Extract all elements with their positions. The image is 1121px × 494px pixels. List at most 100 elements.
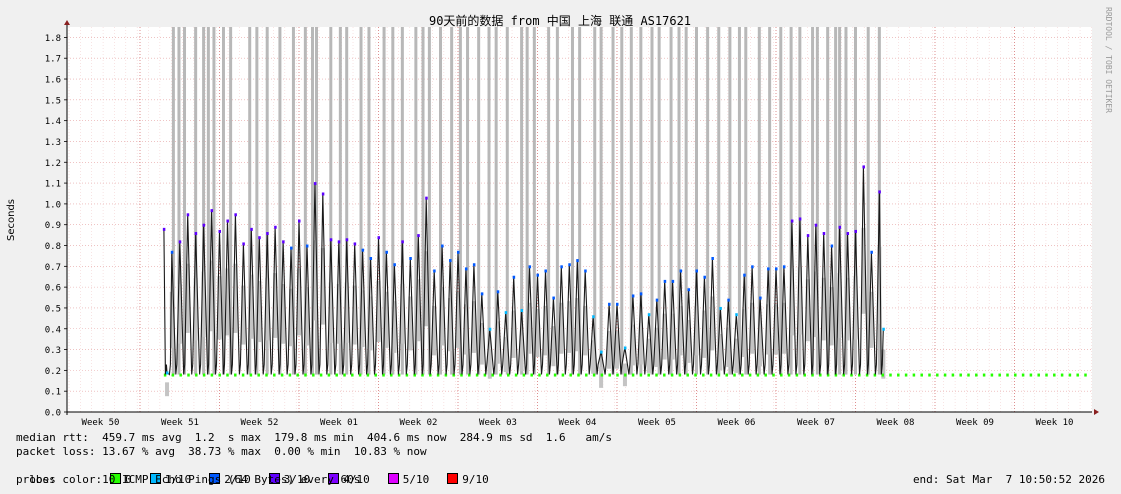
loss-color-marker <box>327 373 331 377</box>
median-rtt-point <box>457 250 460 254</box>
smoke-segment <box>646 338 651 373</box>
y-axis-arrow <box>64 20 70 25</box>
loss-color-marker <box>436 373 440 377</box>
loss-color-marker <box>522 373 526 377</box>
smoke-segment <box>479 323 484 365</box>
median-rtt-point <box>552 296 555 300</box>
loss-color-swatch <box>328 473 340 484</box>
smoke-segment <box>392 301 397 353</box>
loss-color-marker <box>982 373 986 377</box>
median-rtt-point <box>830 244 834 248</box>
loss-spike <box>520 27 524 375</box>
median-rtt-point <box>353 242 357 246</box>
median-rtt-point <box>258 236 261 240</box>
smoke-segment <box>249 274 254 339</box>
smoke-segment <box>352 285 357 345</box>
y-tick-label: 0.0 <box>45 409 61 419</box>
smoke-segment <box>463 304 468 355</box>
median-rtt-point <box>838 225 842 229</box>
y-tick-label: 1.2 <box>45 159 61 169</box>
loss-color-marker <box>842 373 845 377</box>
median-rtt-point <box>329 238 333 242</box>
smoke-segment <box>273 273 278 338</box>
loss-color-value: 1/10 <box>164 473 192 486</box>
median-rtt-point <box>870 250 873 254</box>
loss-color-marker <box>670 373 674 377</box>
loss-spike <box>171 27 175 375</box>
smoke-segment <box>710 296 715 351</box>
loss-spike <box>555 27 559 375</box>
smoke-segment <box>225 268 230 336</box>
median-rtt-point <box>663 279 667 283</box>
loss-color-marker <box>1060 373 1064 377</box>
loss-color-marker <box>811 373 814 377</box>
smoke-segment <box>511 310 516 358</box>
loss-spike <box>311 27 315 375</box>
smoke-segment <box>487 349 492 379</box>
x-tick-label: Week 03 <box>479 418 517 428</box>
median-rtt-point <box>488 327 492 331</box>
loss-color-marker <box>897 373 900 377</box>
loss-color-marker <box>1006 373 1009 377</box>
median-rtt-point <box>639 292 643 296</box>
smoke-segment <box>519 335 524 372</box>
loss-spike <box>629 27 633 375</box>
median-rtt-point <box>282 240 285 244</box>
smoke-segment <box>535 308 540 358</box>
median-rtt-point <box>560 265 563 269</box>
loss-spike <box>854 27 857 375</box>
loss-spike <box>177 27 181 375</box>
x-tick-label: Week 08 <box>877 418 915 428</box>
smoke-segment <box>678 305 683 356</box>
loss-spike <box>303 27 307 375</box>
smoke-segment <box>328 282 333 343</box>
loss-color-marker <box>163 373 167 377</box>
loss-spike <box>798 27 802 375</box>
loss-spike <box>421 27 425 375</box>
smoke-segment <box>638 323 643 365</box>
loss-color-swatch <box>209 473 221 484</box>
median-rtt-point <box>727 298 730 302</box>
smoke-segment <box>169 291 174 348</box>
loss-color-value: 2/10 <box>224 473 251 486</box>
loss-color-items: 0 1/10 2/10 3/10 4/10 5/10 9/10 <box>110 473 507 486</box>
loss-color-marker <box>624 373 627 377</box>
loss-color-marker <box>943 373 947 377</box>
loss-color-marker <box>920 373 923 377</box>
loss-spike <box>717 27 721 375</box>
loss-spike <box>669 27 673 375</box>
x-tick-label: Week 52 <box>241 418 279 428</box>
loss-color-marker <box>951 373 955 377</box>
loss-color-marker <box>312 373 315 377</box>
median-rtt-point <box>616 302 619 306</box>
loss-color-marker <box>553 373 557 377</box>
loss-color-marker <box>257 373 260 377</box>
smoke-segment <box>440 287 445 346</box>
loss-spike <box>578 27 582 375</box>
smoke-segment <box>416 279 421 342</box>
smoke-segment <box>654 327 659 368</box>
y-tick-label: 0.8 <box>45 242 61 252</box>
loss-color-marker <box>171 373 175 377</box>
loss-spike <box>532 27 536 375</box>
loss-color-marker <box>686 373 689 377</box>
loss-color-marker <box>429 373 432 377</box>
median-rtt-point <box>790 219 794 223</box>
smoke-segment <box>869 291 874 348</box>
smoke-segment <box>233 263 238 333</box>
y-tick-label: 1.5 <box>45 96 61 106</box>
loss-color-marker <box>179 373 182 377</box>
median-rtt-point <box>751 265 754 269</box>
median-rtt-point <box>496 290 500 294</box>
loss-spike <box>194 27 198 375</box>
loss-spike <box>811 27 815 375</box>
loss-spike <box>206 27 210 375</box>
loss-color-marker <box>1021 373 1025 377</box>
loss-color-baseline <box>163 373 1087 377</box>
smoke-segment <box>165 382 170 397</box>
median-rtt-point <box>735 313 738 317</box>
smoke-segment <box>789 268 794 336</box>
loss-color-marker <box>873 373 877 377</box>
smoke-segment <box>241 285 246 345</box>
loss-color-marker <box>826 373 830 377</box>
